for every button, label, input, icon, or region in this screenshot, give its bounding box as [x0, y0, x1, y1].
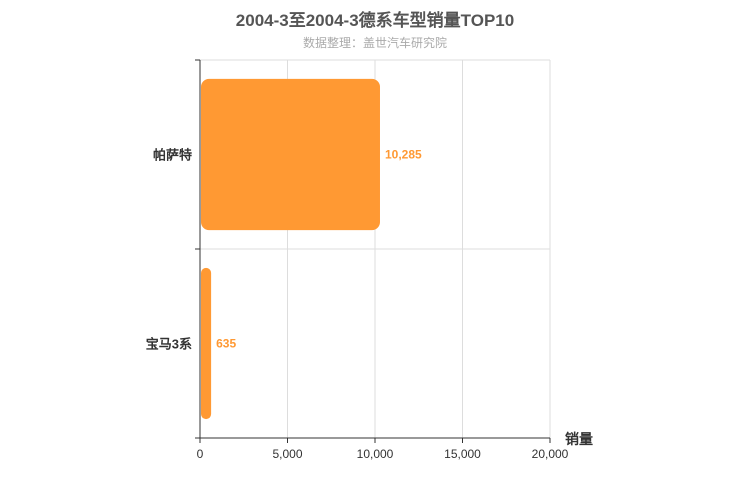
chart-title: 2004-3至2004-3德系车型销量TOP10 [235, 11, 515, 30]
data-label: 10,285 [385, 148, 422, 162]
bar [201, 78, 380, 231]
x-tick-label: 20,000 [532, 447, 569, 461]
x-tick-label: 5,000 [272, 447, 302, 461]
category-label: 帕萨特 [153, 148, 192, 163]
x-tick-label: 0 [197, 447, 204, 461]
category-label: 宝马3系 [146, 337, 192, 352]
x-tick-label: 15,000 [444, 447, 481, 461]
data-label: 635 [216, 337, 236, 351]
tick-labels: 0 5,000 10,000 15,000 20,000 [197, 447, 569, 461]
x-axis-name: 销量 [565, 431, 593, 447]
bars [201, 78, 380, 420]
data-labels: 10,285 635 [216, 148, 422, 351]
chart-subtitle: 数据整理：盖世汽车研究院 [302, 36, 447, 50]
x-tick-label: 10,000 [357, 447, 394, 461]
bar [201, 267, 212, 420]
axes [195, 59, 551, 443]
